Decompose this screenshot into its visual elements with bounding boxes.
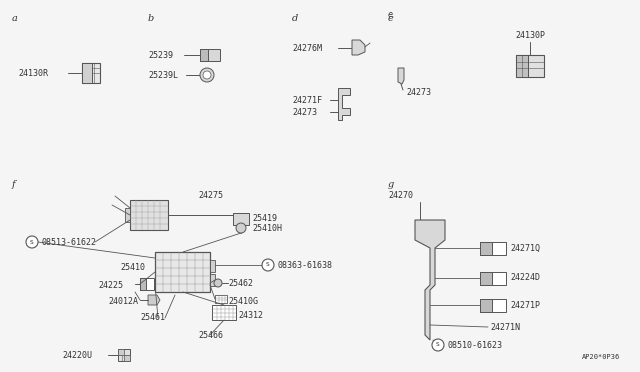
Text: 24271Q: 24271Q bbox=[510, 244, 540, 253]
Bar bbox=[210, 260, 215, 272]
Bar bbox=[82, 63, 100, 83]
Bar bbox=[480, 272, 506, 285]
Text: b: b bbox=[148, 14, 154, 23]
Text: 25461: 25461 bbox=[140, 314, 165, 323]
Text: S: S bbox=[436, 343, 440, 347]
Circle shape bbox=[203, 71, 211, 79]
Text: 24276M: 24276M bbox=[292, 44, 322, 52]
Circle shape bbox=[214, 279, 222, 287]
Polygon shape bbox=[415, 220, 445, 340]
Bar bbox=[480, 242, 492, 255]
Text: 24312: 24312 bbox=[238, 311, 263, 320]
Text: 24130P: 24130P bbox=[515, 31, 545, 39]
Bar bbox=[480, 299, 492, 312]
Text: 08513-61622: 08513-61622 bbox=[41, 237, 96, 247]
Bar bbox=[118, 349, 124, 355]
Text: 24270: 24270 bbox=[388, 190, 413, 199]
Text: e: e bbox=[388, 10, 393, 19]
Bar bbox=[82, 63, 92, 83]
Text: 24220U: 24220U bbox=[62, 350, 92, 359]
Bar bbox=[480, 299, 506, 312]
Text: 24271P: 24271P bbox=[510, 301, 540, 310]
Text: 24271N: 24271N bbox=[490, 323, 520, 331]
Bar bbox=[124, 355, 130, 361]
Text: 24273: 24273 bbox=[406, 87, 431, 96]
Bar bbox=[233, 213, 249, 225]
Bar bbox=[130, 200, 168, 230]
Text: 24012A: 24012A bbox=[108, 298, 138, 307]
Polygon shape bbox=[352, 40, 365, 55]
Circle shape bbox=[236, 223, 246, 233]
Text: f: f bbox=[12, 180, 15, 189]
Bar bbox=[200, 49, 208, 61]
Text: 24275: 24275 bbox=[198, 190, 223, 199]
Circle shape bbox=[200, 68, 214, 82]
Text: 24130R: 24130R bbox=[18, 68, 48, 77]
Text: 24225: 24225 bbox=[98, 280, 123, 289]
Bar bbox=[516, 55, 528, 77]
Circle shape bbox=[262, 259, 274, 271]
Text: 25462: 25462 bbox=[228, 279, 253, 288]
Bar bbox=[215, 295, 227, 303]
Circle shape bbox=[26, 236, 38, 248]
Bar bbox=[210, 274, 215, 286]
Text: 25410: 25410 bbox=[120, 263, 145, 273]
Polygon shape bbox=[338, 88, 350, 120]
Text: 24271F: 24271F bbox=[292, 96, 322, 105]
Text: 25239L: 25239L bbox=[148, 71, 178, 80]
Text: 25410H: 25410H bbox=[252, 224, 282, 232]
Text: 25239: 25239 bbox=[148, 51, 173, 60]
Bar bbox=[140, 278, 146, 290]
Text: e: e bbox=[388, 14, 394, 23]
Bar bbox=[212, 305, 236, 320]
Text: S: S bbox=[30, 240, 34, 244]
Polygon shape bbox=[398, 68, 404, 84]
Text: 24224D: 24224D bbox=[510, 273, 540, 282]
Text: AP20*0P36: AP20*0P36 bbox=[582, 354, 620, 360]
Text: 08363-61638: 08363-61638 bbox=[277, 260, 332, 269]
Polygon shape bbox=[148, 295, 160, 305]
Bar bbox=[516, 55, 544, 77]
Bar bbox=[155, 252, 210, 292]
Bar bbox=[200, 49, 220, 61]
Text: 08510-61623: 08510-61623 bbox=[447, 340, 502, 350]
Text: 24273: 24273 bbox=[292, 108, 317, 116]
Text: 25410G: 25410G bbox=[228, 298, 258, 307]
Bar bbox=[140, 278, 154, 290]
Circle shape bbox=[432, 339, 444, 351]
Bar bbox=[480, 272, 492, 285]
Bar bbox=[118, 349, 130, 361]
Bar bbox=[480, 242, 506, 255]
Text: g: g bbox=[388, 180, 394, 189]
Bar bbox=[125, 208, 130, 222]
Text: 25419: 25419 bbox=[252, 214, 277, 222]
Text: S: S bbox=[266, 263, 270, 267]
Text: a: a bbox=[12, 14, 18, 23]
Text: d: d bbox=[292, 14, 298, 23]
Text: 25466: 25466 bbox=[198, 330, 223, 340]
